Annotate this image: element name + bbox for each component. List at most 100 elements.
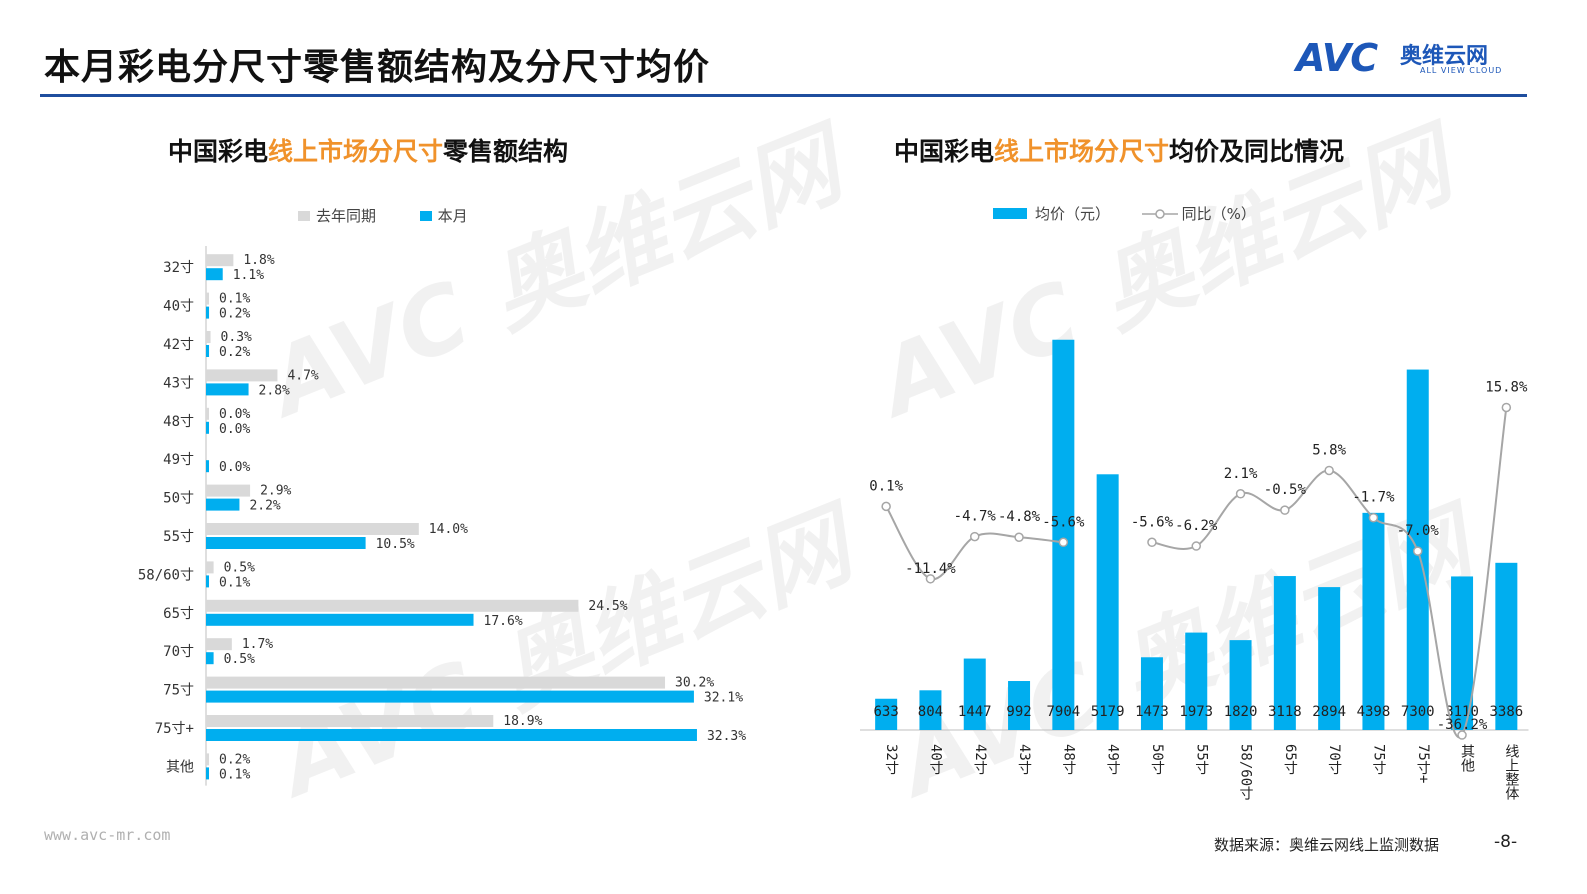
category-label: 65寸 <box>163 606 194 622</box>
title-divider <box>40 94 1527 97</box>
right-combo-chart: 633 32寸 804 40寸 1447 42寸 992 43寸 7904 48寸 5179 49寸 1… <box>860 339 1529 800</box>
data-label-avg-price: 7904 <box>1046 704 1080 720</box>
left-chart-title-highlight: 线上市场分尺寸 <box>268 137 444 166</box>
data-label-yoy: 0.1% <box>869 478 903 494</box>
data-label-avg-price: 7300 <box>1401 704 1435 720</box>
bar-last-year <box>206 523 419 535</box>
category-label: 线上整体 <box>1503 744 1519 800</box>
category-label: 70寸 <box>1326 744 1342 775</box>
category-label: 32寸 <box>163 260 194 276</box>
bar-last-year <box>206 369 278 382</box>
data-label-yoy: -1.7% <box>1352 490 1395 506</box>
bar-last-year <box>206 407 209 420</box>
category-label: 43寸 <box>1016 744 1032 775</box>
bar-this-month <box>206 383 249 396</box>
bar-last-year <box>206 638 232 651</box>
data-label-this-month: 17.6% <box>484 614 523 629</box>
legend-label-avg-price: 均价（元） <box>1035 205 1111 223</box>
data-label-avg-price: 1820 <box>1224 704 1258 720</box>
bar-avg-price <box>1362 512 1385 730</box>
legend-swatch-avg-price <box>993 208 1027 219</box>
yoy-point <box>1280 505 1290 515</box>
data-label-this-month: 0.2% <box>219 307 250 322</box>
logo-mark: AVC <box>1296 36 1378 80</box>
category-label: 50寸 <box>1149 744 1165 775</box>
data-label-avg-price: 2894 <box>1312 704 1346 720</box>
category-label: 40寸 <box>927 744 943 775</box>
bar-last-year <box>206 331 211 343</box>
category-label: 32寸 <box>883 744 899 775</box>
right-chart-title: 中国彩电线上市场分尺寸均价及同比情况 <box>894 132 1344 168</box>
legend-swatch-this-month <box>419 210 432 221</box>
right-chart-title-prefix: 中国彩电 <box>894 137 995 166</box>
logo-cn-text: 奥维云网 <box>1400 44 1489 69</box>
bar-this-month <box>206 613 474 626</box>
legend-label-last-year: 去年同期 <box>316 207 377 225</box>
footer-url[interactable]: www.avc-mr.com <box>44 826 171 844</box>
data-label-yoy: 5.8% <box>1312 442 1346 458</box>
category-label: 75寸 <box>163 683 194 699</box>
data-label-last-year: 1.8% <box>243 253 274 268</box>
data-label-yoy: -4.7% <box>954 509 997 525</box>
legend-label-yoy: 同比（%） <box>1181 205 1256 223</box>
page-number: -8- <box>1494 832 1518 852</box>
category-label: 48寸 <box>1060 744 1076 775</box>
data-label-this-month: 32.1% <box>704 691 743 706</box>
data-label-this-month: 0.0% <box>219 460 250 475</box>
yoy-point <box>1368 512 1379 523</box>
data-label-avg-price: 1473 <box>1135 704 1169 720</box>
yoy-point <box>1058 537 1069 548</box>
bar-this-month <box>206 345 210 357</box>
data-label-this-month: 0.1% <box>219 767 250 782</box>
data-label-yoy: -5.6% <box>1131 514 1174 530</box>
bar-last-year <box>206 676 666 689</box>
bar-this-month <box>206 652 214 665</box>
data-label-yoy: -36.2% <box>1437 717 1488 733</box>
footer-source: 数据来源：奥维云网线上监测数据 <box>1214 836 1440 854</box>
data-label-avg-price: 3118 <box>1268 704 1302 720</box>
data-label-last-year: 0.2% <box>219 752 250 767</box>
category-label: 50寸 <box>163 491 194 507</box>
data-label-this-month: 0.0% <box>219 422 250 437</box>
category-label: 58/60寸 <box>138 567 194 583</box>
data-label-yoy: -11.4% <box>905 561 956 577</box>
data-label-avg-price: 804 <box>918 704 943 720</box>
data-label-this-month: 2.8% <box>259 383 290 398</box>
yoy-point <box>1324 465 1334 476</box>
data-label-yoy: -6.2% <box>1175 518 1218 534</box>
data-label-yoy: -0.5% <box>1264 482 1307 498</box>
bar-avg-price <box>1052 339 1075 730</box>
right-chart-title-suffix: 均价及同比情况 <box>1169 137 1345 166</box>
data-label-yoy: 2.1% <box>1224 466 1258 482</box>
category-label: 42寸 <box>972 744 988 775</box>
yoy-point <box>1457 730 1467 740</box>
category-label: 75寸+ <box>155 721 194 737</box>
category-label: 其他 <box>166 759 194 775</box>
right-chart-title-highlight: 线上市场分尺寸 <box>994 137 1170 166</box>
bar-avg-price <box>919 690 942 730</box>
bar-last-year <box>206 715 494 727</box>
data-label-yoy: -5.6% <box>1042 514 1085 530</box>
yoy-point <box>1147 537 1157 548</box>
bar-last-year <box>206 292 209 305</box>
bar-avg-price <box>1229 640 1252 730</box>
category-label: 42寸 <box>163 337 194 353</box>
category-label: 49寸 <box>1105 744 1121 775</box>
data-label-avg-price: 1973 <box>1179 704 1213 720</box>
data-label-last-year: 24.5% <box>588 599 627 614</box>
data-label-last-year: 2.9% <box>260 484 291 499</box>
yoy-point <box>1413 546 1423 556</box>
bar-this-month <box>206 575 209 588</box>
category-label: 75寸 <box>1370 744 1386 775</box>
yoy-point <box>1014 532 1024 542</box>
left-chart-title-prefix: 中国彩电 <box>168 137 269 166</box>
bar-this-month <box>206 767 209 780</box>
data-label-this-month: 1.1% <box>233 268 264 283</box>
bar-this-month <box>206 306 210 319</box>
data-label-this-month: 32.3% <box>707 729 746 744</box>
bar-this-month <box>206 421 209 434</box>
bar-avg-price <box>1185 632 1208 730</box>
legend-label-this-month: 本月 <box>437 207 468 225</box>
category-label: 55寸 <box>1193 744 1209 775</box>
left-chart-title-suffix: 零售额结构 <box>443 137 569 166</box>
